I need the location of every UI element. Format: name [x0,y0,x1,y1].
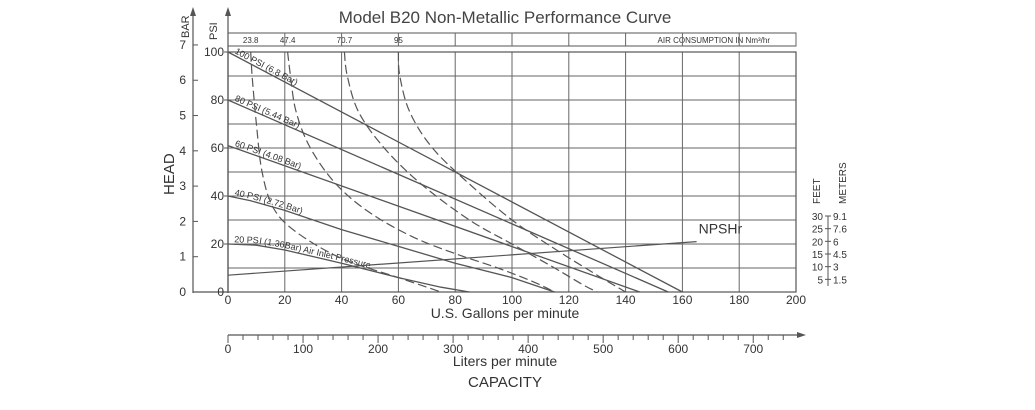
bar-tick-label: 4 [179,144,186,158]
x-tick-label: 100 [502,293,522,307]
psi-unit-label: PSI [208,22,220,40]
x-tick-label: 20 [278,293,292,307]
pressure-curve-label-path: 40 PSI (2.72 Bar) [234,187,304,215]
feet-tick-label: 30 [812,212,824,223]
psi-tick-label: 60 [211,141,225,155]
x-tick-label: 40 [335,293,349,307]
meters-tick-label: 1.5 [833,275,847,286]
y-axis-label: HEAD [161,153,178,195]
x-tick-label: 80 [449,293,463,307]
air-consumption-label: AIR CONSUMPTION IN Nm³/hr [658,36,771,45]
x-tick-label: 140 [616,293,636,307]
air-consumption-curve [287,51,555,293]
pressure-curve [227,99,669,293]
psi-tick-label: 0 [217,285,224,299]
pressure-curve [227,243,470,293]
x-tick-label: 60 [392,293,406,307]
liters-axis-label: Liters per minute [453,353,557,369]
pressure-curve-label: 20 PSI (1.36Bar) Air Inlet Pressure [234,234,372,270]
pressure-curve-label: 40 PSI (2.72 Bar) [234,187,304,215]
npsh-curve-label: NPSHr [699,221,743,237]
bar-tick-label: 7 [179,38,186,52]
meters-tick-label: 4.5 [833,250,847,261]
npsh-meters-label: METERS [838,162,849,204]
air-consumption-tick-label: 23.8 [243,36,259,45]
air-consumption-tick-label: 70.7 [337,36,353,45]
bar-tick-label: 3 [179,179,186,193]
x-tick-label: 0 [225,293,232,307]
psi-tick-label: 20 [211,237,225,251]
bar-tick-label: 0 [179,285,186,299]
liters-axis-arrow [797,332,806,338]
liters-tick-label: 0 [225,342,232,356]
x-tick-label: 160 [672,293,692,307]
psi-axis-arrow [225,7,231,16]
air-consumption-curve [250,51,442,293]
liters-tick-label: 200 [368,342,388,356]
bar-unit-label: BAR [180,15,192,38]
pressure-curve-label: 80 PSI (5.44 Bar) [233,93,301,130]
pressure-curve [227,51,683,293]
air-consumption-curve [397,51,626,293]
x-axis-label: U.S. Gallons per minute [431,305,580,321]
bar-tick-label: 6 [179,73,186,87]
feet-tick-label: 5 [817,275,823,286]
feet-tick-label: 20 [812,237,824,248]
bar-tick-label: 2 [179,214,186,228]
meters-tick-label: 3 [833,263,839,274]
x-tick-label: 120 [559,293,579,307]
bar-axis-arrow [190,7,196,16]
feet-tick-label: 10 [812,263,824,274]
pressure-curve-label-path: 20 PSI (1.36Bar) Air Inlet Pressure [234,234,372,270]
feet-tick-label: 15 [812,250,824,261]
psi-tick-label: 40 [211,189,225,203]
npsh-feet-label: FEET [812,178,823,204]
meters-tick-label: 6 [833,237,839,248]
meters-tick-label: 7.6 [833,225,847,236]
psi-tick-label: 100 [204,45,224,59]
meters-tick-label: 9.1 [833,212,847,223]
x-tick-label: 200 [786,293,806,307]
chart-title: Model B20 Non-Metallic Performance Curve [339,8,672,27]
x-tick-label: 180 [729,293,749,307]
liters-tick-label: 600 [668,342,688,356]
pressure-curve [227,144,641,293]
liters-tick-label: 100 [293,342,313,356]
capacity-label: CAPACITY [468,374,542,391]
pressure-curve [227,195,555,293]
liters-tick-label: 300 [443,342,463,356]
air-consumption-tick-label: 47.4 [280,36,296,45]
pressure-curve-label: 60 PSI (4.08 Bar) [234,138,303,171]
feet-tick-label: 25 [812,225,824,236]
air-consumption-curve [343,51,598,293]
bar-tick-label: 5 [179,109,186,123]
npsh-curve [227,241,697,276]
pressure-curve-label-path: 60 PSI (4.08 Bar) [234,138,303,171]
psi-tick-label: 80 [211,93,225,107]
bar-tick-label: 1 [179,250,186,264]
liters-tick-label: 700 [743,342,763,356]
liters-tick-label: 500 [593,342,613,356]
pressure-curve-label-path: 80 PSI (5.44 Bar) [233,93,301,130]
liters-tick-label: 400 [518,342,538,356]
